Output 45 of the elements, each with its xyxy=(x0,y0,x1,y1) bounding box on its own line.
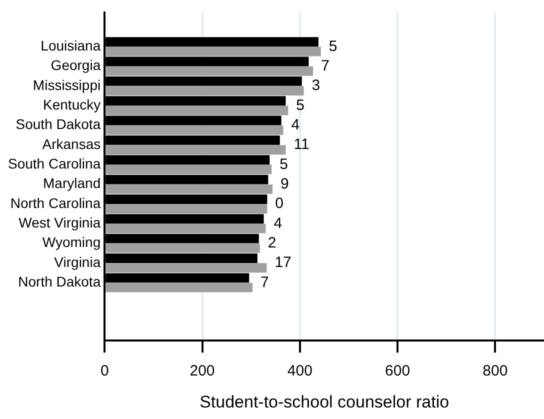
bar xyxy=(106,125,284,135)
y-tick-label: West Virginia xyxy=(18,214,101,231)
bar xyxy=(106,243,260,253)
annotation: 11 xyxy=(294,136,310,154)
bar xyxy=(106,204,268,214)
y-tick-label: Georgia xyxy=(50,57,101,74)
annotation: 5 xyxy=(296,96,305,114)
y-tick-label: Louisiana xyxy=(40,38,101,54)
annotation: 4 xyxy=(291,116,300,134)
y-tick-label: North Carolina xyxy=(10,194,101,211)
x-tick-label: 400 xyxy=(287,362,312,380)
y-tick-label: Kentucky xyxy=(43,96,101,113)
annotation: 2 xyxy=(268,234,276,252)
x-tick-label: 800 xyxy=(482,362,508,380)
annotation: 9 xyxy=(280,176,289,193)
bar xyxy=(106,282,253,292)
bar xyxy=(106,106,288,116)
bar xyxy=(106,86,304,96)
bar xyxy=(106,66,314,76)
annotation: 3 xyxy=(312,77,320,94)
bar xyxy=(106,263,267,273)
x-tick-label: 0 xyxy=(100,362,109,380)
x-tick-label: 600 xyxy=(385,362,410,380)
bar xyxy=(106,184,273,194)
annotation: 7 xyxy=(321,57,330,74)
annotation: 0 xyxy=(275,195,284,212)
y-tick-label: South Dakota xyxy=(16,116,101,132)
bar xyxy=(106,164,272,174)
bar xyxy=(106,46,321,56)
annotation: 4 xyxy=(274,214,282,232)
y-tick-label: Maryland xyxy=(43,175,101,192)
y-tick-label: North Dakota xyxy=(18,274,101,290)
x-tick-label: 200 xyxy=(190,362,215,380)
bar xyxy=(106,145,286,155)
annotation: 5 xyxy=(280,156,288,173)
y-tick-label: Wyoming xyxy=(42,234,101,250)
y-tick-label: Arkansas xyxy=(42,136,101,152)
y-tick-label: Virginia xyxy=(54,254,101,270)
annotation: 17 xyxy=(274,254,292,272)
x-axis-title: Student-to-school counselor ratio xyxy=(200,392,450,412)
annotation: 7 xyxy=(260,274,269,291)
bar xyxy=(106,224,266,234)
y-tick-label: Mississippi xyxy=(32,76,101,93)
y-tick-label: South Carolina xyxy=(8,156,101,172)
annotation: 5 xyxy=(328,38,338,55)
